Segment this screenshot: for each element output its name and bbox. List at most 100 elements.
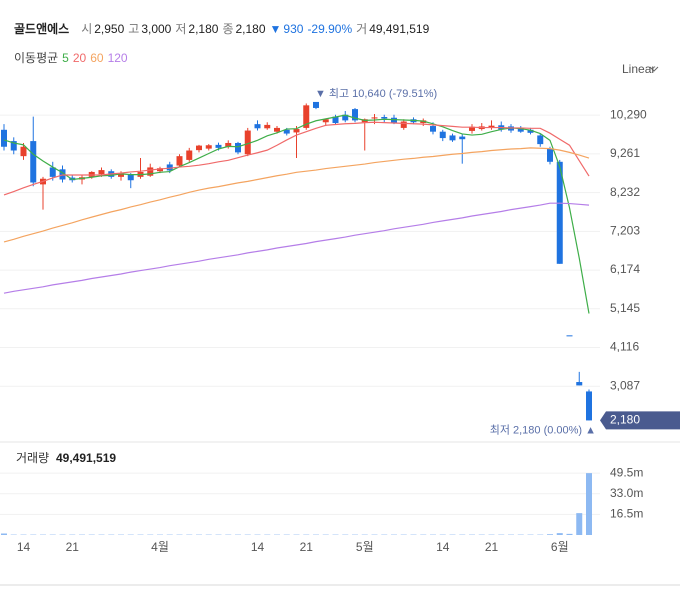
x-tick-label: 21	[300, 540, 314, 554]
high-note: ▼ 최고 10,640 (-79.51%)	[315, 87, 437, 100]
low-note: 최저 2,180 (0.00%) ▲	[490, 423, 596, 436]
stock-name: 골드앤에스	[14, 22, 70, 36]
volume-total: 49,491,519	[369, 22, 430, 36]
scale-chevron[interactable]	[649, 66, 659, 72]
candle-body	[313, 101, 319, 108]
candle-body	[186, 150, 193, 160]
x-tick-label: 14	[17, 540, 31, 554]
summary-key: 시	[81, 22, 93, 36]
scale-label[interactable]: Linear	[622, 62, 655, 76]
candle-body	[459, 136, 466, 140]
x-tick-label: 14	[251, 540, 265, 554]
high-value: 10,640 (-79.51%)	[352, 88, 437, 100]
x-tick-label: 5월	[356, 540, 374, 554]
volume-bar	[556, 533, 563, 535]
legend-entry: 120	[107, 51, 128, 65]
candle-body	[439, 131, 446, 139]
candle-body	[225, 142, 232, 147]
candle-body	[127, 174, 134, 181]
y-tick-label: 9,261	[610, 146, 640, 160]
candle-body	[332, 116, 339, 124]
volume-bar	[1, 533, 7, 535]
change-arrow: ▼	[269, 22, 282, 36]
candle-body	[371, 117, 378, 119]
candle-body	[352, 109, 358, 121]
candle-body	[20, 146, 27, 157]
y-tick-label: 3,087	[610, 378, 640, 392]
candle-body	[244, 130, 251, 155]
moving-average	[3, 202, 590, 294]
candle-body	[166, 164, 173, 171]
legend-entry: 5	[62, 51, 69, 65]
candle-body	[49, 167, 56, 177]
candle-body	[157, 168, 163, 172]
candle-body	[303, 105, 310, 128]
low-label: 최저	[490, 423, 510, 436]
candle-body	[400, 121, 407, 128]
change: 930	[283, 22, 304, 36]
volume-bar	[576, 513, 583, 535]
y-tick-label: 6,174	[610, 262, 640, 276]
header: 골드앤에스 시 2,950 고 3,000 저 2,180 종 2,180 ▼ 930 -29.90%…	[14, 20, 429, 37]
candle-body	[274, 127, 280, 132]
candle-body	[537, 135, 544, 145]
ma-label: 이동평균	[14, 51, 59, 65]
legend-entry: 20	[72, 51, 87, 65]
high-arrow: ▼	[315, 88, 326, 100]
candle-body	[118, 173, 124, 177]
candle-body	[381, 116, 388, 119]
candle-body	[556, 161, 563, 264]
candle-body	[566, 335, 573, 337]
change-pct: -29.90%	[307, 22, 353, 36]
volume-label: 거래량	[16, 451, 49, 465]
high-label: 최고	[329, 87, 349, 100]
candle-body	[449, 135, 456, 141]
x-tick-label: 14	[436, 540, 450, 554]
volume-tick-label: 16.5m	[610, 507, 643, 521]
y-tick-label: 5,145	[610, 301, 640, 315]
legend-entry: 60	[90, 51, 104, 65]
volume-bar	[566, 533, 573, 535]
candle-body	[10, 141, 17, 151]
x-tick-label: 4월	[151, 540, 169, 554]
ma-legend: 이동평균 5 20 60 120	[14, 49, 132, 66]
summary-key: 저	[175, 22, 187, 36]
candle-body	[283, 129, 290, 134]
candle-body	[98, 170, 105, 175]
y-tick-label: 4,116	[610, 340, 639, 354]
volume-tick-label: 33.0m	[610, 486, 643, 500]
candle-body	[293, 129, 300, 133]
y-tick-label: 10,290	[610, 107, 647, 121]
summary-value: 2,950	[94, 22, 125, 36]
price-tag-bg	[600, 411, 680, 430]
volume-bar	[547, 534, 553, 535]
candle-body	[1, 129, 7, 147]
x-tick-label: 6월	[551, 540, 569, 554]
candle-body	[264, 124, 271, 129]
candle-body	[254, 124, 261, 129]
candle-body	[196, 145, 202, 151]
volume-tick-label: 49.5m	[610, 465, 643, 479]
candle-body	[322, 119, 329, 123]
candle-body	[205, 145, 212, 149]
moving-average	[3, 121, 590, 196]
candle-body	[576, 382, 583, 386]
summary-value: 2,180	[235, 22, 266, 36]
candle-body	[430, 126, 436, 132]
x-tick-label: 21	[66, 540, 80, 554]
summary-key: 종	[222, 22, 234, 36]
summary-value: 2,180	[188, 22, 219, 36]
candle-body	[547, 148, 553, 162]
volume-key: 거	[356, 22, 368, 36]
candle-body	[176, 156, 183, 166]
price-tag: 2,180	[610, 413, 640, 427]
candle-body	[342, 114, 349, 121]
candle-body	[215, 144, 222, 148]
volume-bar	[586, 473, 592, 535]
candle-body	[488, 125, 495, 128]
candle-body	[391, 117, 397, 124]
low-arrow: ▲	[585, 424, 596, 436]
volume-total: 49,491,519	[56, 451, 116, 465]
